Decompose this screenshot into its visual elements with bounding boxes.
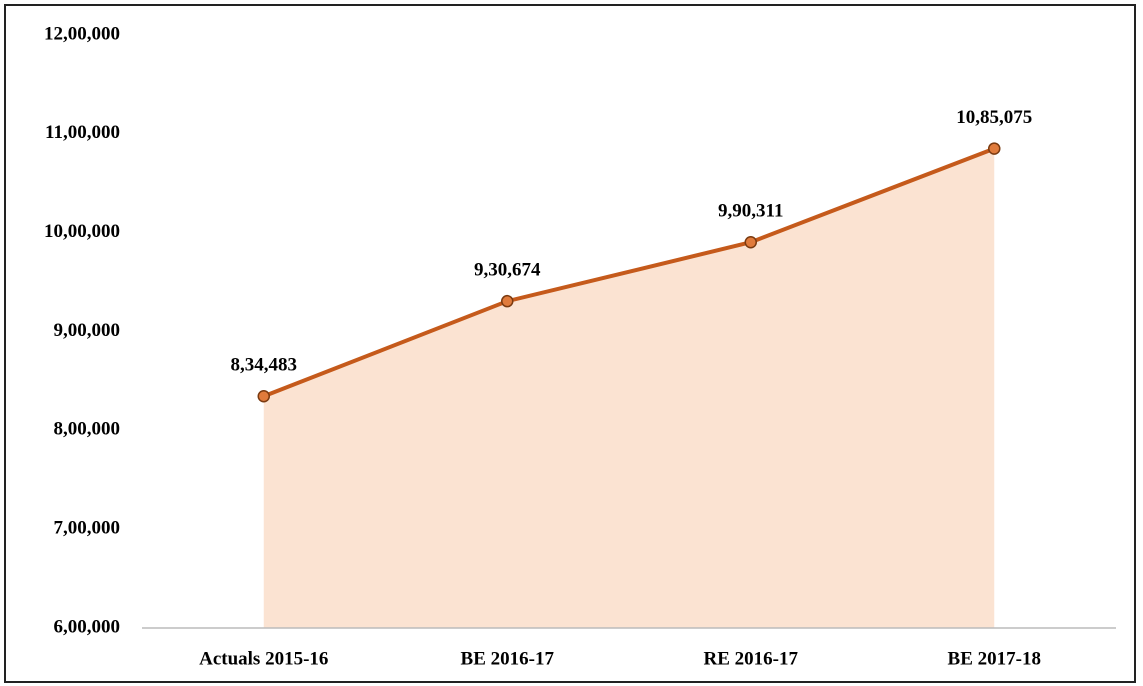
y-tick-label: 8,00,000 [54, 419, 121, 440]
x-tick-label: Actuals 2015-16 [199, 648, 328, 669]
marker [501, 294, 514, 308]
area [263, 148, 995, 628]
y-tick-label: 9,00,000 [54, 320, 121, 341]
value-label: 9,30,674 [474, 260, 541, 281]
value-label: 9,90,311 [718, 201, 783, 222]
y-tick-label: 7,00,000 [54, 518, 121, 539]
value-label: 10,85,075 [956, 107, 1032, 128]
y-tick-label: 6,00,000 [54, 616, 121, 637]
line [263, 146, 995, 399]
marker [257, 390, 270, 403]
x-tick-label: BE 2016-17 [461, 648, 555, 669]
marker [988, 142, 1001, 155]
x-tick-label: RE 2016-17 [704, 648, 799, 669]
value-label: 8,34,483 [231, 355, 298, 376]
y-tick-label: 10,00,000 [44, 221, 120, 242]
marker [744, 235, 757, 249]
y-tick-label: 11,00,000 [45, 122, 120, 143]
x-tick-label: BE 2017-18 [948, 648, 1041, 669]
y-tick-label: 12,00,000 [44, 23, 120, 44]
